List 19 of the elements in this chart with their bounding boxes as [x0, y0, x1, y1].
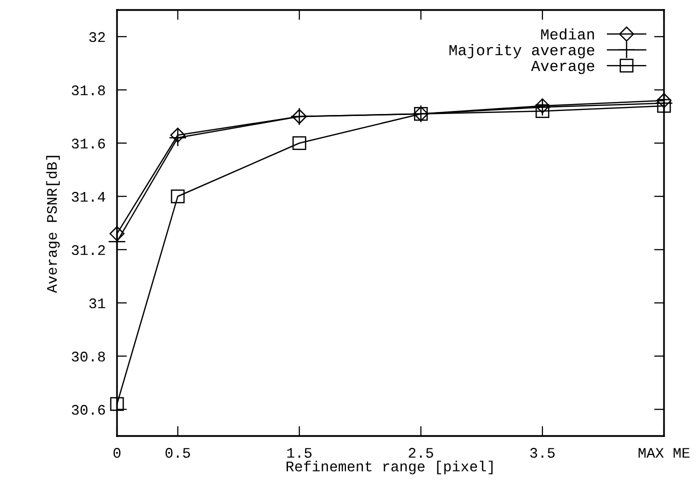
y-tick-label: 31.4: [72, 192, 106, 202]
y-tick-label: 30.8: [72, 352, 105, 362]
y-tick-label: 31.2: [72, 245, 105, 256]
legend-label: Majority average: [450, 44, 594, 58]
x-tick-label: 0: [114, 448, 120, 458]
x-tick-label: 3.5: [530, 448, 555, 458]
y-axis-title: Average PSNR[dB]: [46, 156, 60, 294]
x-tick-label: 1.5: [287, 448, 312, 458]
x-tick-label: MAX ME: [638, 448, 690, 458]
legend-label: Average: [531, 60, 594, 74]
x-tick-label: 2.5: [408, 448, 434, 458]
x-tick-label: 0.5: [166, 448, 190, 458]
y-tick-label: 30.6: [72, 404, 105, 415]
y-tick-label: 31.8: [72, 85, 105, 96]
legend-label: Median: [541, 28, 594, 40]
y-tick-label: 31: [89, 298, 106, 308]
x-axis-title: Refinement range [pixel]: [286, 460, 493, 474]
y-tick-label: 32: [89, 32, 105, 42]
y-tick-label: 31.6: [72, 138, 105, 149]
